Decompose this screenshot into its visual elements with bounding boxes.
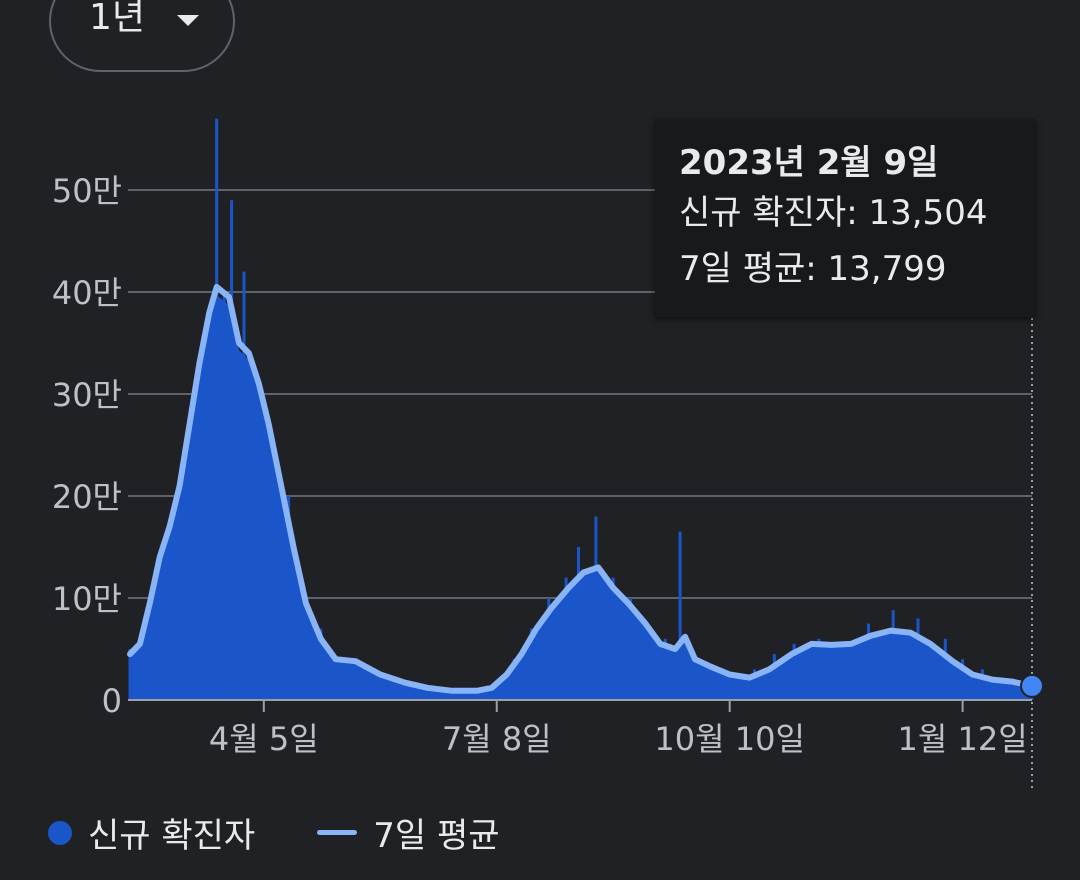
cases-bar xyxy=(980,669,984,700)
cases-bar xyxy=(495,684,499,700)
tooltip-avg-label: 7일 평균 xyxy=(679,249,806,289)
avg-line xyxy=(127,283,1035,694)
cases-bar xyxy=(646,628,650,700)
cases-bar xyxy=(242,271,246,700)
x-tick-label: 10월 10일 xyxy=(654,720,805,758)
cases-bar xyxy=(128,649,132,700)
cases-bar xyxy=(663,638,667,700)
cases-bar xyxy=(772,654,776,700)
legend-avg-label: 7일 평균 xyxy=(373,816,500,856)
bar-series xyxy=(128,118,1034,701)
cases-bar xyxy=(817,638,821,700)
cases-bar xyxy=(611,577,615,700)
cases-bar xyxy=(547,598,551,700)
cases-bar xyxy=(678,531,682,700)
y-tick-label: 10만 xyxy=(52,580,122,618)
tooltip-new-cases-label: 신규 확진자 xyxy=(679,193,847,233)
legend-avg[interactable]: 7일 평균 xyxy=(317,808,500,857)
cases-bar xyxy=(577,547,580,700)
cases-bar xyxy=(269,445,273,700)
cases-bar xyxy=(698,659,702,700)
legend: 신규 확진자 7일 평균 xyxy=(48,808,562,857)
cases-bar xyxy=(715,674,719,700)
cases-bar xyxy=(222,292,226,700)
cases-area xyxy=(130,295,1032,700)
cases-bar xyxy=(943,638,947,700)
cases-bar xyxy=(891,610,895,700)
cases-bar xyxy=(512,659,516,700)
y-tick-label: 20만 xyxy=(52,478,122,516)
cases-bar xyxy=(1005,679,1009,700)
tooltip-date: 2023년 2월 9일 xyxy=(679,143,939,183)
tooltip-avg: 7일 평균: 13,799 xyxy=(679,249,947,289)
cases-bar xyxy=(463,692,466,700)
cases-bar xyxy=(386,679,390,700)
cases-bar xyxy=(215,118,219,701)
cases-bar xyxy=(319,628,323,700)
cases-bar xyxy=(961,659,965,700)
chart[interactable]: 0 10만 20만 30만 40만 50만 4월 5일 7월 8일 10월 10일 1월 12일 xyxy=(0,0,1080,800)
legend-new-cases[interactable]: 신규 확진자 xyxy=(48,808,255,857)
tooltip: 2023년 2월 9일 신규 확진자: 13,504 7일 평균: 13,799 xyxy=(655,119,1035,317)
tooltip-avg-value: 13,799 xyxy=(827,249,947,289)
hover-marker xyxy=(1020,673,1044,698)
chevron-down-icon xyxy=(177,15,200,26)
cases-bar xyxy=(916,618,920,700)
tooltip-new-cases: 신규 확진자: 13,504 xyxy=(679,193,988,233)
cases-bar xyxy=(842,643,846,700)
cases-bar xyxy=(185,475,189,700)
cases-bar xyxy=(349,659,352,700)
cases-bar xyxy=(173,557,177,700)
x-tick-label: 7월 8일 xyxy=(442,720,552,758)
cases-bar xyxy=(197,363,201,700)
cases-bar xyxy=(299,587,303,700)
cases-bar xyxy=(529,628,533,700)
y-tick-label: 40만 xyxy=(52,274,122,312)
cases-bar xyxy=(792,643,796,700)
cases-bar xyxy=(210,312,214,700)
circle-icon xyxy=(48,820,72,845)
cases-bar xyxy=(564,577,568,700)
y-tick-label: 30만 xyxy=(52,376,122,414)
cases-bar xyxy=(733,679,737,700)
cases-bar xyxy=(425,689,429,700)
axes: 0 10만 20만 30만 40만 50만 4월 5일 7월 8일 10월 10일 1월 12일 xyxy=(52,172,1044,790)
cases-bar xyxy=(230,200,234,700)
legend-new-cases-label: 신규 확진자 xyxy=(88,816,256,856)
x-tick-label: 4월 5일 xyxy=(209,720,319,758)
cases-bar xyxy=(153,598,157,700)
tooltip-new-cases-value: 13,504 xyxy=(868,193,988,233)
line-icon xyxy=(317,830,358,835)
avg-line-series xyxy=(127,283,1035,694)
cases-bar xyxy=(287,496,291,700)
range-label: 1년 xyxy=(89,0,146,38)
y-tick-label: 0 xyxy=(102,682,122,720)
cases-bar xyxy=(594,516,598,700)
cases-bar xyxy=(867,623,870,700)
y-tick-label: 50만 xyxy=(52,172,122,210)
cases-bar xyxy=(629,598,633,700)
cases-bar xyxy=(254,394,258,700)
cases-bar xyxy=(753,669,756,700)
x-tick-label: 1월 12일 xyxy=(898,720,1028,758)
